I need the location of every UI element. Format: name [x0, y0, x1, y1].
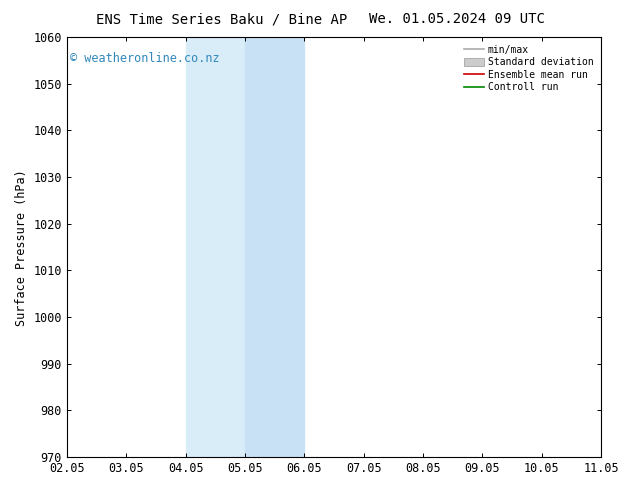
Bar [245, 37, 304, 457]
Text: ENS Time Series Baku / Bine AP: ENS Time Series Baku / Bine AP [96, 12, 347, 26]
Bar [601, 37, 631, 457]
Text: We. 01.05.2024 09 UTC: We. 01.05.2024 09 UTC [368, 12, 545, 26]
Y-axis label: Surface Pressure (hPa): Surface Pressure (hPa) [15, 169, 28, 325]
Legend: min/max, Standard deviation, Ensemble mean run, Controll run: min/max, Standard deviation, Ensemble me… [462, 42, 597, 95]
Text: © weatheronline.co.nz: © weatheronline.co.nz [70, 52, 219, 65]
Bar [186, 37, 245, 457]
